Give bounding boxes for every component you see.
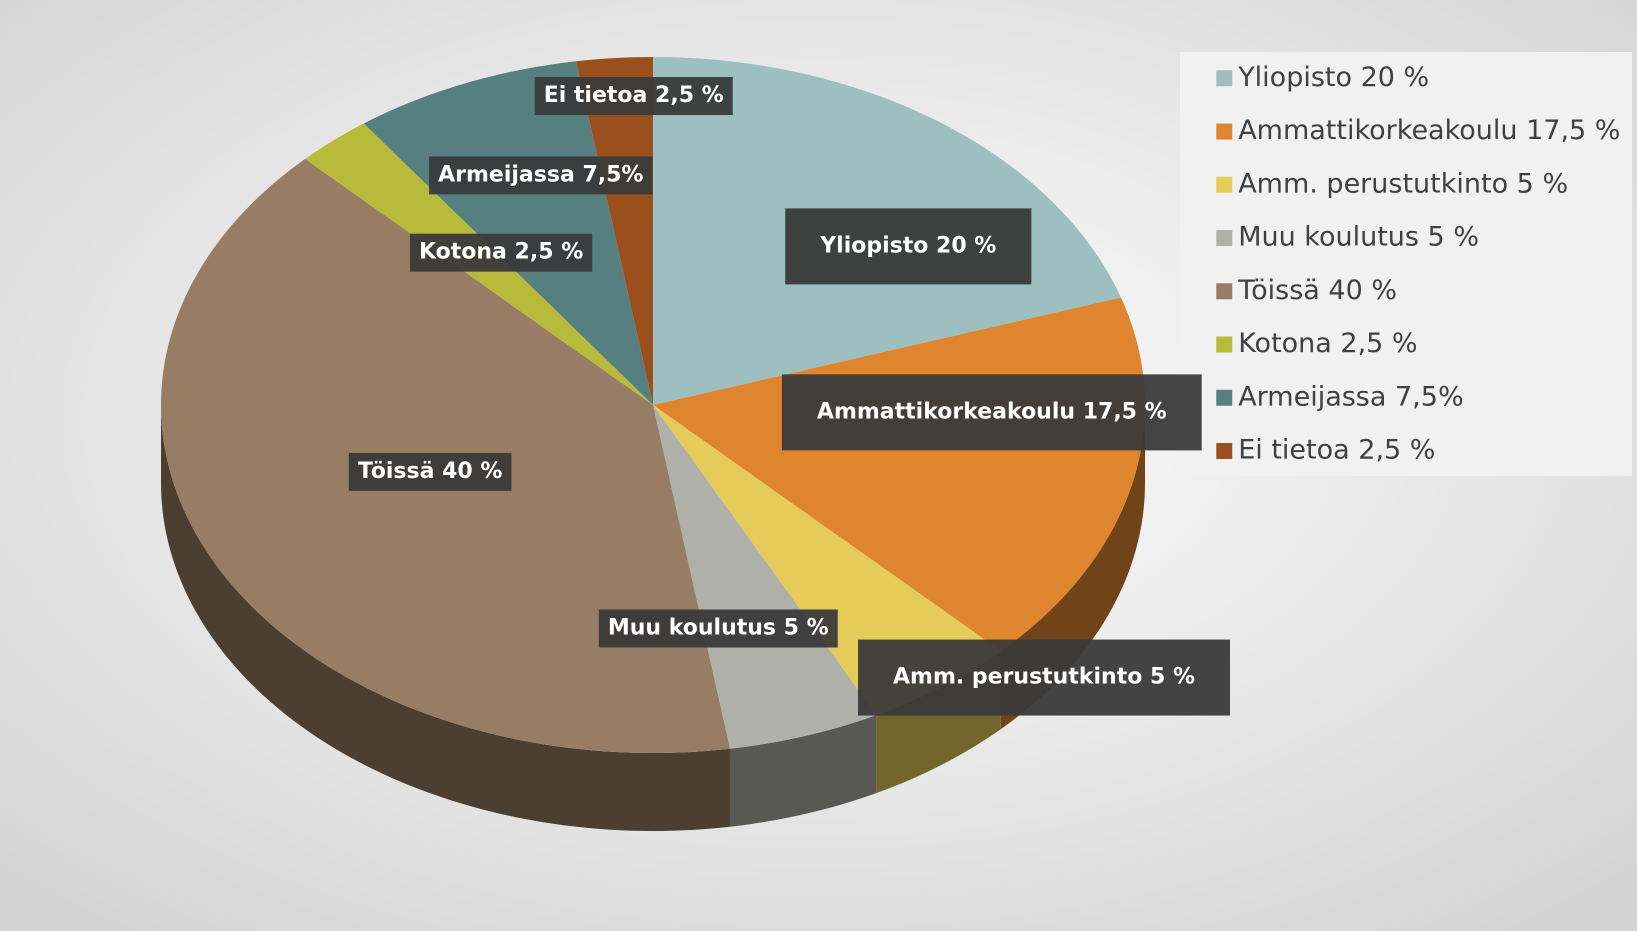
legend-swatch [1216,336,1233,353]
slice [576,57,653,405]
legend-box [1180,52,1632,476]
data-label: Ammattikorkeakoulu 17,5 % [817,399,1167,424]
slice [363,61,653,406]
legend-label: Ei tietoa 2,5 % [1238,435,1435,466]
data-label: Amm. perustutkinto 5 % [893,665,1195,690]
legend-swatch [1216,443,1233,460]
legend-swatch [1216,230,1233,247]
legend-label: Muu koulutus 5 % [1238,222,1479,253]
legend-label: Armeijassa 7,5% [1238,381,1463,412]
data-label-box [781,374,1202,451]
legend-label: Yliopisto 20 % [1237,62,1429,93]
data-label-box [534,77,733,116]
data-label-box [598,609,838,648]
data-label: Kotona 2,5 % [419,240,583,265]
data-label: Ei tietoa 2,5 % [544,83,724,108]
slice-side [729,715,877,827]
data-label-box [409,233,593,272]
legend-swatch [1216,283,1233,300]
data-label: Armeijassa 7,5% [438,162,643,187]
slice-side [161,405,730,831]
legend-swatch [1216,176,1233,193]
slice [653,405,1001,716]
slice [653,405,877,749]
data-label: Yliopisto 20 % [819,233,996,258]
data-label-box [429,156,653,195]
data-label-box [785,208,1032,285]
legend-label: Kotona 2,5 % [1238,328,1417,359]
data-label: Muu koulutus 5 % [608,615,829,640]
legend-label: Ammattikorkeakoulu 17,5 % [1238,115,1620,146]
legend-label: Amm. perustutkinto 5 % [1238,168,1568,199]
legend-swatch [1216,70,1233,87]
data-label: Töissä 40 % [358,459,503,484]
legend-swatch [1216,123,1233,140]
data-label-box [348,452,512,491]
legend-label: Töissä 40 % [1237,275,1397,306]
legend-swatch [1216,389,1233,406]
data-label-box [858,639,1231,716]
